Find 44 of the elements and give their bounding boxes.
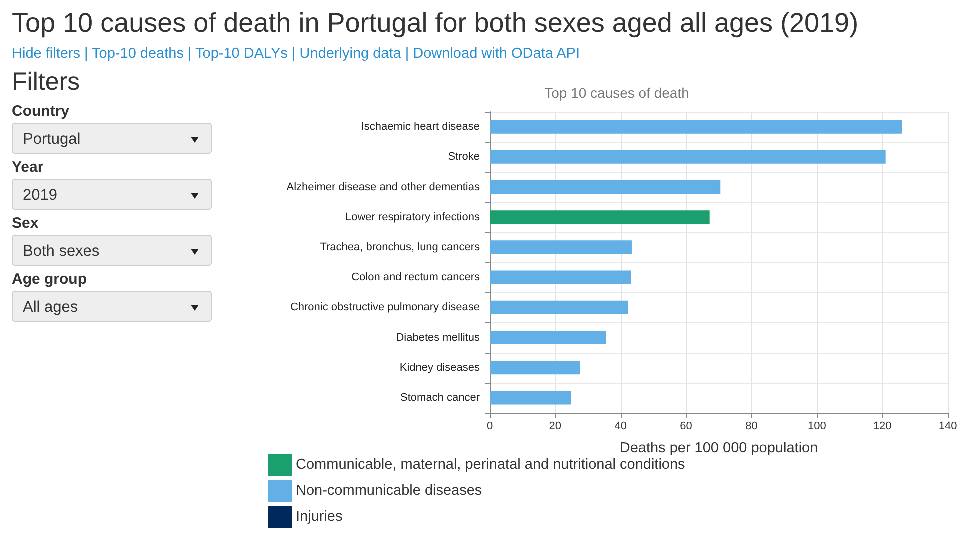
x-tick-label: 20 (549, 420, 562, 432)
y-tick-label: Stroke (448, 151, 480, 164)
bar (490, 361, 580, 375)
bar (490, 180, 721, 194)
legend-label: Non-communicable diseases (296, 483, 482, 499)
bar (490, 120, 902, 134)
y-tick-label: Chronic obstructive pulmonary disease (290, 302, 480, 314)
text: Year (12, 158, 45, 178)
x-tick-label: 140 (938, 420, 958, 432)
x-tick-label: 120 (873, 420, 892, 432)
text: Hide filters | Top-10 deaths | Top-10 DALYs | Underlying data | Download with OData API (12, 46, 580, 62)
y-tick-label: Stomach cancer (400, 392, 480, 404)
x-tick-label: 100 (808, 420, 826, 432)
bar (490, 210, 710, 224)
dropdown: Portugal (12, 123, 212, 154)
dropdown: Both sexes (12, 235, 212, 266)
bar (490, 300, 628, 314)
dropdown: All ages (12, 291, 212, 322)
x-tick-label: 60 (680, 420, 692, 432)
text: Top 10 causes of death (544, 85, 690, 101)
y-tick-label: Lower respiratory infections (345, 211, 480, 224)
legend-label: Communicable, maternal, perinatal and nutritional conditions (296, 457, 686, 473)
x-tick-label: 40 (614, 420, 627, 432)
y-tick-label: Ischaemic heart disease (361, 121, 480, 134)
text: Country (12, 102, 70, 122)
x-axis-title: Deaths per 100 000 population (620, 440, 818, 456)
chart-title: Top 10 causes of death in Portugal for both sexes aged all ages (2019) (12, 8, 859, 39)
bar (490, 330, 606, 345)
x-tick-label: 0 (486, 420, 494, 432)
bar (490, 150, 886, 164)
x-tick-label: 80 (746, 420, 758, 432)
text: Sex (12, 214, 40, 234)
y-tick-label: Kidney diseases (400, 362, 480, 374)
y-tick-label: Alzheimer disease and other dementias (286, 181, 480, 194)
bar (490, 391, 572, 405)
dropdown: 2019 (12, 179, 212, 210)
text: Filters (12, 68, 82, 97)
bar (490, 240, 632, 254)
bar (490, 270, 632, 284)
text: Age group (12, 270, 88, 290)
y-tick-label: Diabetes mellitus (396, 332, 480, 344)
y-tick-label: Trachea, bronchus, lung cancers (320, 241, 480, 254)
y-tick-label: Colon and rectum cancers (352, 272, 480, 284)
legend-label: Injuries (296, 509, 343, 525)
